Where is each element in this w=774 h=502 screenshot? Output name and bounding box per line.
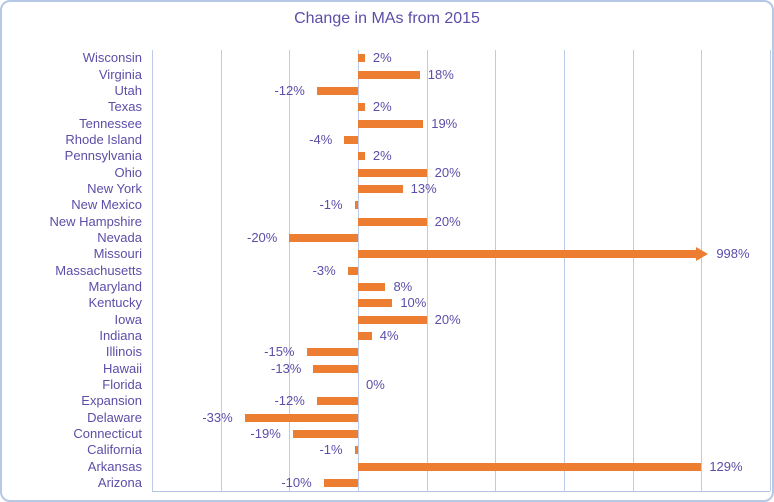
bar bbox=[358, 152, 365, 161]
value-label: 129% bbox=[709, 458, 743, 474]
value-label: -4% bbox=[309, 131, 333, 147]
value-label: -20% bbox=[246, 229, 278, 245]
value-label: -1% bbox=[319, 442, 343, 458]
value-label: -3% bbox=[312, 262, 336, 278]
value-label: -19% bbox=[250, 425, 281, 441]
category-label: Florida bbox=[102, 376, 142, 392]
category-label: New Hampshire bbox=[49, 213, 142, 229]
value-label: 19% bbox=[431, 115, 458, 131]
category-label: Illinois bbox=[105, 344, 142, 360]
x-axis-line bbox=[152, 491, 770, 492]
category-label: Maryland bbox=[88, 278, 142, 294]
category-label: Iowa bbox=[114, 311, 142, 327]
value-label: -33% bbox=[202, 409, 233, 425]
bar bbox=[292, 429, 358, 438]
gridline bbox=[220, 50, 222, 491]
bar bbox=[358, 54, 365, 63]
bar bbox=[306, 348, 358, 357]
category-label: Texas bbox=[108, 99, 142, 115]
bar-clipped-arrow bbox=[696, 247, 709, 262]
value-label: 0% bbox=[366, 376, 385, 392]
category-label: Kentucky bbox=[88, 295, 142, 311]
value-label: 2% bbox=[372, 99, 392, 115]
category-label: Arizona bbox=[97, 474, 142, 490]
value-label: -12% bbox=[274, 82, 305, 98]
bar bbox=[347, 266, 358, 275]
bar bbox=[316, 397, 358, 406]
bar bbox=[358, 299, 393, 308]
value-label: 4% bbox=[379, 327, 399, 343]
category-label: Arkansas bbox=[87, 458, 142, 474]
category-label: Hawaii bbox=[102, 360, 142, 376]
bar bbox=[354, 446, 358, 455]
category-label: Pennsylvania bbox=[64, 148, 142, 164]
category-label: Massachusetts bbox=[55, 262, 142, 278]
category-label: Nevada bbox=[97, 229, 142, 245]
bar bbox=[358, 462, 702, 471]
value-label: 18% bbox=[427, 66, 454, 82]
bar bbox=[358, 168, 427, 177]
bar bbox=[354, 201, 358, 210]
bar bbox=[358, 184, 403, 193]
bar bbox=[358, 331, 372, 340]
bar bbox=[313, 364, 358, 373]
value-label: 20% bbox=[434, 213, 461, 229]
category-label: Rhode Island bbox=[65, 131, 142, 147]
value-label: 20% bbox=[434, 164, 461, 180]
category-label: California bbox=[87, 442, 142, 458]
category-label: Tennessee bbox=[79, 115, 142, 131]
chart-title: Change in MAs from 2015 bbox=[294, 10, 480, 27]
gridline bbox=[701, 50, 703, 491]
category-label: Indiana bbox=[99, 327, 142, 343]
value-label: -10% bbox=[281, 474, 312, 490]
category-label: Utah bbox=[114, 82, 142, 98]
gridline bbox=[564, 50, 565, 491]
category-label: Expansion bbox=[81, 393, 142, 409]
category-label: Delaware bbox=[87, 409, 142, 425]
bar bbox=[358, 217, 427, 226]
value-label: -13% bbox=[271, 360, 302, 376]
category-label: Connecticut bbox=[73, 425, 142, 441]
bar bbox=[358, 250, 697, 259]
category-label: Missouri bbox=[93, 246, 142, 262]
bar bbox=[244, 413, 358, 422]
category-label: New York bbox=[87, 180, 142, 196]
bar bbox=[358, 103, 365, 112]
bar bbox=[344, 135, 358, 144]
gridline bbox=[495, 50, 497, 491]
value-label: 2% bbox=[372, 50, 392, 66]
value-label: 998% bbox=[716, 246, 750, 262]
bar bbox=[358, 119, 424, 128]
gridline bbox=[289, 50, 291, 491]
category-label: Ohio bbox=[114, 164, 142, 180]
value-label: 8% bbox=[393, 278, 413, 294]
bar bbox=[358, 70, 420, 79]
category-label: Wisconsin bbox=[82, 50, 142, 66]
value-label: -12% bbox=[274, 393, 305, 409]
gridline bbox=[152, 50, 153, 491]
value-label: 13% bbox=[410, 180, 437, 196]
bar bbox=[358, 315, 427, 324]
value-label: 10% bbox=[400, 295, 427, 311]
bar bbox=[316, 86, 358, 95]
value-label: 20% bbox=[434, 311, 461, 327]
bar bbox=[289, 233, 358, 242]
value-label: 2% bbox=[372, 148, 392, 164]
category-label: Virginia bbox=[98, 66, 142, 82]
gridline bbox=[426, 50, 428, 491]
bar bbox=[358, 282, 386, 291]
gridline bbox=[358, 50, 359, 491]
bar bbox=[323, 478, 358, 487]
category-label: New Mexico bbox=[71, 197, 142, 213]
value-label: -1% bbox=[319, 197, 343, 213]
gridline bbox=[632, 50, 634, 491]
gridline bbox=[770, 50, 771, 491]
value-label: -15% bbox=[264, 344, 295, 360]
